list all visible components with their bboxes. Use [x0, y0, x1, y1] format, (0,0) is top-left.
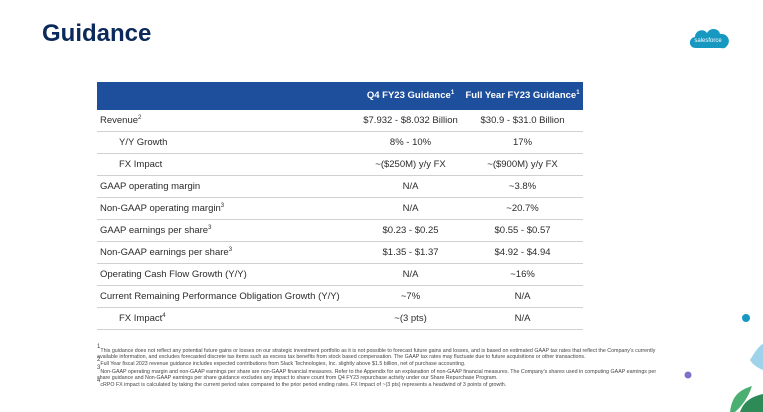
row: Non-GAAP operating margin3 N/A ~20.7% [97, 197, 583, 220]
cell: ~($900M) y/y FX [462, 153, 583, 176]
label: GAAP operating margin [100, 181, 201, 192]
footnote-number: 2 [97, 357, 101, 364]
footnote-text: This guidance does not reflect any poten… [97, 348, 656, 361]
cell: N/A [462, 307, 583, 330]
row: GAAP earnings per share3 $0.23 - $0.25 $0.… [97, 219, 583, 242]
row-label: FX Impact4 [97, 307, 359, 330]
cell: ~16% [462, 263, 583, 286]
logo-text: salesforce [694, 38, 722, 44]
row: GAAP operating margin N/A ~3.8% [97, 175, 583, 198]
note-ref: 1 [450, 90, 455, 96]
cell: $0.23 - $0.25 [359, 219, 463, 242]
cell: ~(3 pts) [359, 307, 463, 330]
cell: N/A [462, 285, 583, 308]
guidance-table: Q4 FY23 Guidance1 Full Year FY23 Guidance… [97, 82, 583, 330]
row: Current Remaining Performance Obligation… [97, 285, 583, 308]
row-label: Non-GAAP operating margin3 [97, 197, 359, 220]
cell: ~3.8% [462, 175, 583, 198]
row: FX Impact ~($250M) y/y FX ~($900M) y/y FX [97, 153, 583, 176]
row-label: Revenue2 [97, 110, 359, 132]
row-label: GAAP earnings per share3 [97, 219, 359, 242]
cell: 8% - 10% [359, 131, 463, 154]
footnote-number: 3 [97, 364, 101, 371]
footnotes: 1This guidance does not reflect any pote… [97, 344, 657, 389]
footnote: 2Full Year fiscal 2023 revenue guidance … [97, 357, 657, 368]
footnote-text: Full Year fiscal 2023 revenue guidance i… [100, 361, 466, 368]
footnote-number: 4 [97, 378, 101, 385]
row-label: FX Impact [97, 153, 359, 176]
label: Operating Cash Flow Growth (Y/Y) [100, 269, 247, 280]
label: Full Year FY23 Guidance [465, 90, 577, 101]
column-header: Full Year FY23 Guidance1 [462, 82, 583, 110]
cell: $7.932 - $8.032 Billion [359, 110, 463, 132]
label: FX Impact [119, 313, 163, 324]
label: Non-GAAP earnings per share [100, 247, 229, 258]
footnote-text: cRPO FX impact is calculated by taking t… [100, 382, 507, 389]
label: Non-GAAP operating margin [100, 203, 221, 214]
column-header: Q4 FY23 Guidance1 [359, 82, 463, 110]
row-label: Operating Cash Flow Growth (Y/Y) [97, 263, 359, 286]
footnote: 3Non-GAAP operating margin and non-GAAP … [97, 364, 657, 381]
note-ref: 4 [162, 313, 166, 319]
label: Q4 FY23 Guidance [366, 90, 451, 101]
header-blank [97, 82, 359, 110]
label: Current Remaining Performance Obligation… [100, 291, 340, 302]
cell: N/A [359, 197, 463, 220]
cell: 17% [462, 131, 583, 154]
cell: ~20.7% [462, 197, 583, 220]
label: FX Impact [119, 159, 163, 170]
title: Guidance [42, 20, 152, 47]
row-label: Non-GAAP earnings per share3 [97, 241, 359, 264]
footnote: 4cRPO FX impact is calculated by taking … [97, 378, 657, 389]
label: Revenue [100, 115, 139, 126]
cell: ~7% [359, 285, 463, 308]
row-label: GAAP operating margin [97, 175, 359, 198]
cell: N/A [359, 263, 463, 286]
note-ref: 1 [576, 90, 580, 96]
row: Non-GAAP earnings per share3 $1.35 - $1.3… [97, 241, 583, 264]
cell: $4.92 - $4.94 [462, 241, 583, 264]
label: GAAP earnings per share [100, 225, 209, 236]
note-ref: 3 [208, 225, 212, 231]
note-ref: 3 [220, 203, 225, 209]
cell: $1.35 - $1.37 [359, 241, 463, 264]
footnote-number: 1 [97, 344, 101, 350]
row: Operating Cash Flow Growth (Y/Y) N/A ~16% [97, 263, 583, 286]
footnote-text: Non-GAAP operating margin and non-GAAP e… [97, 368, 657, 381]
note-ref: 3 [228, 247, 233, 253]
row: Revenue2 $7.932 - $8.032 Billion $30.9 - $… [97, 110, 583, 132]
row: FX Impact4 ~(3 pts) N/A [97, 307, 583, 330]
cell: N/A [359, 175, 463, 198]
note-ref: 2 [138, 115, 142, 121]
row-label: Y/Y Growth [97, 131, 359, 154]
label: Y/Y Growth [119, 137, 168, 148]
cell: $0.55 - $0.57 [462, 219, 583, 242]
row: Y/Y Growth 8% - 10% 17% [97, 131, 583, 154]
footnote: 1This guidance does not reflect any pote… [97, 344, 657, 361]
row-label: Current Remaining Performance Obligation… [97, 285, 359, 308]
logo: salesforce [689, 28, 729, 49]
cell: ~($250M) y/y FX [359, 153, 463, 176]
cell: $30.9 - $31.0 Billion [462, 110, 583, 132]
decoration [684, 314, 763, 412]
